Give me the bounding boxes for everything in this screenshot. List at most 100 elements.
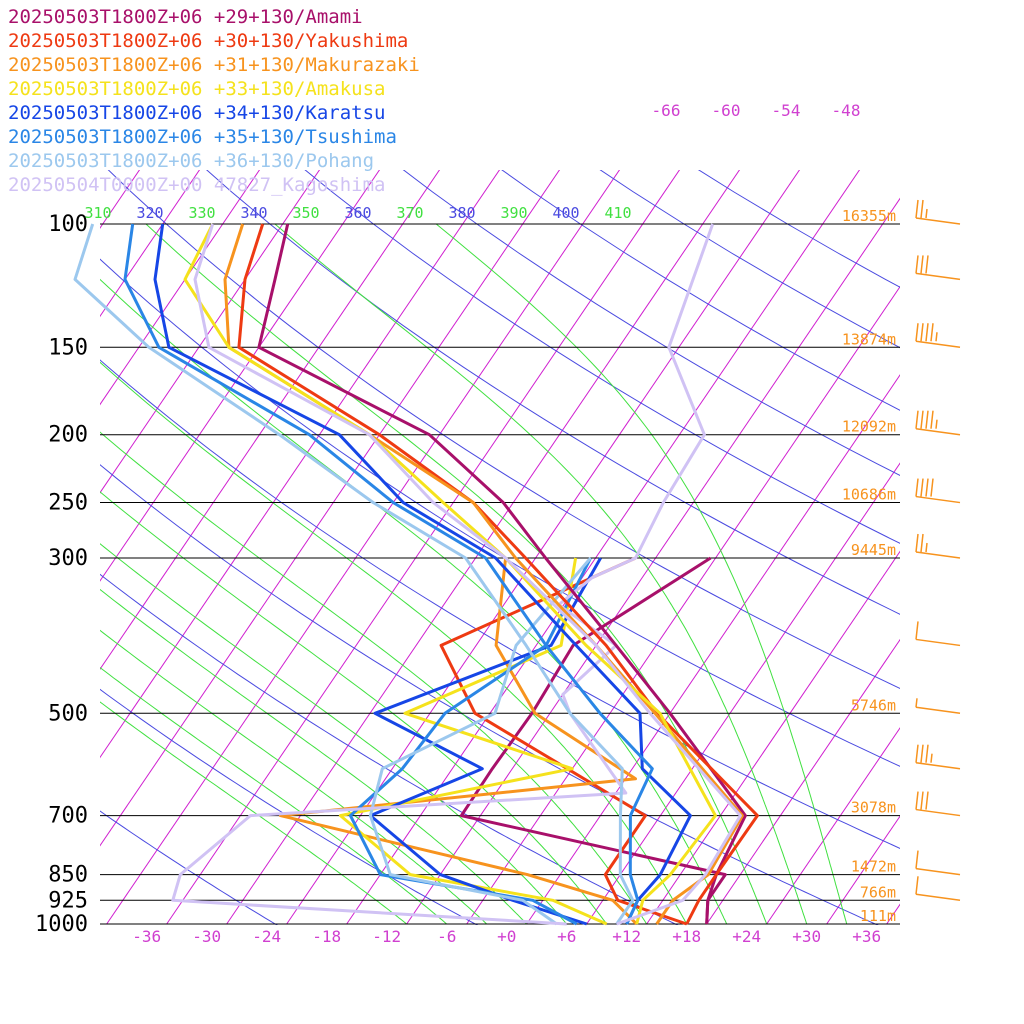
moist-adiabat-line (100, 701, 408, 925)
barb-flag (930, 478, 934, 497)
barb-flag (925, 255, 929, 274)
theta-label: 390 (500, 204, 527, 222)
barb-flag (920, 255, 924, 274)
barb-flag (915, 255, 919, 274)
temperature-tick-label: +36 (852, 927, 881, 946)
barb-half-flag (925, 542, 928, 553)
height-label: 10686m (842, 486, 896, 504)
height-label: 3078m (851, 799, 896, 817)
isotherm-line (226, 170, 741, 925)
barb-flag (920, 744, 924, 763)
barb-flag (925, 478, 929, 497)
barb-staff (915, 427, 961, 436)
barb-flag (915, 478, 919, 497)
barb-staff (915, 340, 961, 349)
barb-flag (920, 410, 924, 429)
theta-label: 410 (604, 204, 631, 222)
barb-half-flag (925, 208, 928, 219)
barb-staff (915, 706, 961, 715)
barb-flag (915, 850, 919, 869)
wind-barb (915, 698, 961, 715)
barb-staff (915, 808, 961, 817)
temperature-tick-label: +30 (792, 927, 821, 946)
wind-barbs (915, 199, 961, 902)
barb-staff (915, 272, 961, 281)
barb-staff (915, 551, 961, 559)
dewpoint-line (368, 557, 592, 926)
pressure-tick-label: 150 (48, 335, 88, 360)
barb-flag (920, 323, 924, 342)
barb-staff (915, 893, 961, 902)
pressure-tick-label: 300 (48, 546, 88, 571)
isotherm-line (526, 374, 900, 925)
theta-label: 360 (344, 204, 371, 222)
barb-staff (915, 217, 961, 225)
dry-adiabat-line (107, 170, 900, 689)
isotherm-line (406, 197, 900, 925)
theta-label: 400 (552, 204, 579, 222)
wind-barb (915, 876, 961, 902)
isotherm-line (886, 903, 900, 925)
isotherm-line (166, 170, 681, 925)
height-label: 13874m (842, 330, 896, 348)
temperature-line (193, 223, 742, 926)
legend-entry: 20250503T1800Z+06 +29+130/Amami (8, 6, 363, 28)
height-label: 5746m (851, 696, 896, 714)
pressure-tick-label: 700 (48, 804, 88, 829)
isotherm-line (100, 170, 201, 318)
upper-isotherm-label: -66 (652, 101, 681, 120)
isotherm-line (106, 170, 621, 925)
temperature-tick-labels: -36 -30 -24 -18 -12 -6 +0 +6 +12 +18 +24 +30 +36 (132, 927, 881, 946)
pressure-tick-label: 100 (48, 212, 88, 237)
dry-adiabat-grid (100, 170, 900, 925)
isotherm-line (766, 727, 900, 925)
dry-adiabat-line (599, 170, 900, 349)
isotherm-line (0, 156, 29, 924)
barb-half-flag (930, 753, 933, 763)
moist-adiabat-line (100, 629, 488, 925)
height-label: 1472m (851, 858, 896, 876)
legend-entry: 20250503T1800Z+06 +30+130/Yakushima (8, 30, 409, 52)
wind-barb (915, 323, 961, 349)
theta-labels: 310 320 330 340 350 360 370 380 390 400 410 (84, 204, 631, 222)
theta-label: 350 (292, 204, 319, 222)
theta-label: 320 (136, 204, 163, 222)
temperature-line (123, 223, 654, 925)
temperature-tick-label: -36 (132, 927, 161, 946)
pressure-tick-label: 250 (48, 491, 88, 516)
wind-barb (915, 255, 961, 281)
isotherm-line (466, 285, 900, 925)
theta-label: 370 (396, 204, 423, 222)
barb-flag (915, 533, 919, 553)
barb-flag (925, 410, 929, 429)
temperature-line (73, 223, 635, 925)
upper-isotherm-label: -48 (832, 101, 861, 120)
temperature-tick-label: -6 (437, 927, 456, 946)
isotherm-line (100, 170, 441, 671)
temperature-tick-label: -30 (192, 927, 221, 946)
theta-label: 340 (240, 204, 267, 222)
isotherm-line (646, 550, 900, 925)
height-label: 766m (860, 883, 896, 901)
legend-entry: 20250503T1800Z+06 +31+130/Makurazaki (8, 54, 420, 76)
isotherm-line (706, 638, 900, 925)
height-label: 9445m (851, 541, 896, 559)
dry-adiabat-line (100, 464, 879, 925)
barb-flag (930, 323, 934, 342)
wind-barb (915, 621, 961, 647)
temperature-tick-label: -12 (372, 927, 401, 946)
barb-staff (915, 761, 961, 770)
dewpoint-line (278, 557, 638, 926)
height-labels: 16355m 13874m 12092m 10686m 9445m 5746m 3078m 1… (842, 207, 896, 925)
pressure-tick-label: 1000 (35, 912, 88, 937)
legend-entry: 20250503T1800Z+06 +35+130/Tsushima (8, 126, 397, 148)
chart-legend: 20250503T1800Z+06 +29+130/Amami 20250503T… (8, 5, 420, 197)
temperature-tick-label: +24 (732, 927, 761, 946)
barb-staff (915, 867, 961, 876)
temperature-line (183, 223, 717, 925)
theta-label: 380 (448, 204, 475, 222)
barb-half-flag (935, 419, 938, 429)
barb-flag (915, 323, 919, 342)
pressure-tick-label: 500 (48, 701, 88, 726)
